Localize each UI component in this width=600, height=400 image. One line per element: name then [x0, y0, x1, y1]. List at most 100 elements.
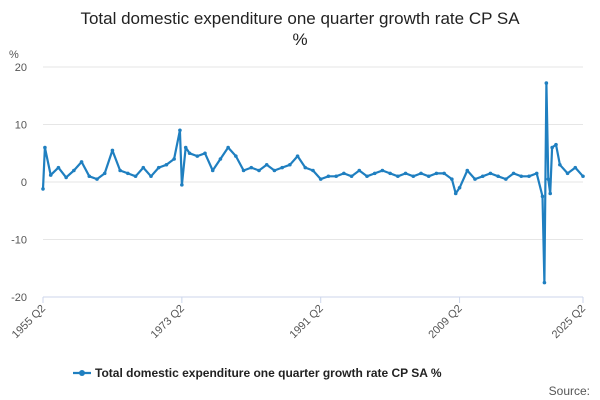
data-point	[172, 157, 176, 161]
data-point	[41, 187, 45, 191]
data-point	[372, 171, 377, 176]
data-point	[311, 168, 315, 173]
x-axis-ticks: 1955 Q2 1973 Q2 1991 Q2 2009 Q2 2025 Q2	[10, 297, 588, 341]
data-point	[195, 154, 200, 158]
data-point	[542, 280, 547, 285]
legend-label: Total domestic expenditure one quarter g…	[95, 366, 442, 380]
data-point	[64, 175, 68, 180]
data-point	[473, 177, 477, 181]
y-tick-label: -10	[11, 235, 27, 247]
data-point	[581, 174, 585, 179]
legend-marker-icon	[79, 370, 85, 376]
data-point	[434, 171, 439, 176]
y-tick-label: 20	[15, 62, 27, 74]
data-point	[187, 151, 192, 156]
data-point	[504, 177, 508, 181]
data-point	[79, 160, 84, 164]
series-points	[41, 81, 585, 285]
data-point	[126, 171, 130, 176]
data-point	[272, 168, 277, 173]
y-axis-ticks: 20 10 0 -10 -20	[11, 62, 27, 304]
data-point	[546, 177, 551, 181]
y-axis-unit-label: %	[9, 49, 19, 61]
chart-title-line2: %	[292, 30, 307, 49]
data-point	[511, 171, 516, 176]
data-point	[334, 174, 338, 179]
data-point	[540, 194, 545, 199]
data-point	[164, 162, 169, 167]
data-point	[488, 171, 493, 176]
data-point	[303, 165, 308, 170]
data-point	[357, 168, 362, 173]
data-point	[480, 174, 485, 179]
data-point	[457, 185, 462, 190]
data-point	[141, 165, 146, 170]
data-point	[565, 171, 570, 176]
data-point	[264, 162, 269, 167]
data-point	[396, 174, 400, 179]
data-point	[149, 174, 153, 179]
data-point	[102, 171, 107, 176]
grid	[43, 66, 583, 240]
source-label: Source:	[549, 384, 590, 398]
data-point	[288, 162, 292, 167]
data-point	[342, 171, 346, 176]
x-tick-label: 2009 Q2	[426, 303, 464, 341]
data-point	[450, 177, 454, 181]
y-tick-label: 10	[15, 120, 27, 132]
series-line	[41, 81, 584, 284]
data-point	[554, 142, 558, 147]
data-point	[318, 177, 323, 181]
data-point	[558, 162, 562, 167]
data-point	[519, 174, 524, 179]
data-point	[442, 171, 446, 176]
data-point	[326, 174, 331, 179]
data-point	[295, 154, 300, 158]
data-point	[241, 168, 246, 173]
data-point	[527, 174, 531, 179]
data-point	[411, 174, 416, 179]
data-point	[218, 157, 223, 161]
data-point	[465, 168, 470, 173]
data-point	[234, 154, 238, 158]
data-point	[453, 191, 458, 196]
data-point	[203, 151, 207, 156]
data-point	[349, 174, 354, 179]
data-point	[550, 145, 554, 150]
data-point	[365, 174, 369, 179]
data-point	[388, 171, 392, 176]
data-point	[87, 174, 92, 179]
data-point	[403, 171, 408, 176]
data-point	[156, 165, 161, 170]
data-point	[257, 168, 261, 173]
data-point	[43, 145, 47, 150]
x-tick-label: 2025 Q2	[550, 303, 588, 341]
data-point	[180, 183, 184, 187]
chart-title-line1: Total domestic expenditure one quarter g…	[80, 9, 520, 28]
x-tick-label: 1973 Q2	[149, 303, 187, 341]
data-point	[380, 168, 385, 173]
data-point	[133, 174, 138, 179]
data-point	[210, 168, 215, 173]
data-point	[48, 173, 53, 177]
data-point	[110, 148, 115, 153]
data-point	[183, 145, 188, 150]
y-tick-label: -20	[11, 292, 27, 304]
data-point	[118, 168, 122, 173]
data-point	[178, 128, 182, 133]
y-tick-label: 0	[21, 177, 27, 189]
x-tick-label: 1991 Q2	[288, 303, 326, 341]
data-point	[426, 174, 431, 179]
data-point	[95, 177, 99, 181]
data-point	[534, 171, 539, 176]
data-point	[544, 81, 549, 85]
data-point	[496, 174, 500, 179]
legend[interactable]: Total domestic expenditure one quarter g…	[73, 366, 442, 380]
x-tick-label: 1955 Q2	[10, 303, 48, 341]
data-point	[280, 165, 284, 170]
data-point	[548, 191, 553, 196]
data-point	[573, 165, 578, 170]
data-point	[249, 165, 254, 170]
data-point	[419, 171, 423, 176]
